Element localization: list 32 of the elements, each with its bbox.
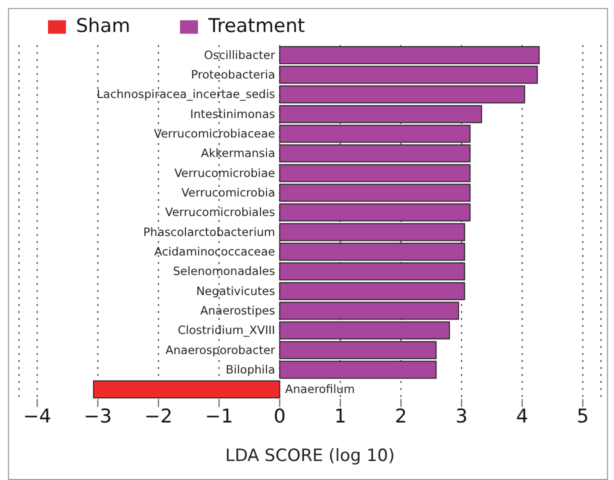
- y-tick-label: Lachnospiracea_incertae_sedis: [96, 87, 276, 102]
- x-tick-label: 3: [456, 405, 468, 428]
- x-tick-label: 4: [516, 405, 528, 428]
- y-tick-label: Verrucomicrobiaceae: [154, 126, 276, 140]
- y-tick-label: Selenomonadales: [172, 264, 276, 278]
- y-tick-label: Verrucomicrobiales: [165, 205, 276, 220]
- x-tick-label: −2: [144, 405, 172, 428]
- x-tick-label: 5: [576, 405, 589, 428]
- x-tick-label: −3: [84, 405, 112, 428]
- y-tick-label: Clostridium_XVIII: [178, 323, 276, 338]
- x-tick-label: −1: [205, 405, 234, 428]
- y-tick-label: Acidaminococcaceae: [154, 244, 276, 258]
- bar: [93, 380, 280, 398]
- y-tick-label: Anaerofilum: [285, 382, 355, 396]
- y-tick-label: Verrucomicrobiae: [174, 166, 276, 180]
- y-tick-label: Bilophila: [226, 362, 276, 376]
- y-tick-label: Proteobacteria: [191, 68, 276, 82]
- y-tick-label: Intestinimonas: [190, 106, 276, 121]
- x-tick-label: −4: [23, 405, 52, 428]
- x-tick-label: 0: [274, 405, 286, 428]
- legend-label: Sham: [76, 15, 130, 37]
- x-tick-label: 2: [394, 405, 407, 428]
- y-tick-label: Akkermansia: [200, 146, 276, 160]
- y-tick-label: Anaerosporobacter: [166, 342, 276, 357]
- x-tick-label: 1: [334, 405, 346, 428]
- y-tick-label: Negativicutes: [196, 284, 276, 298]
- x-axis-title: LDA SCORE (log 10): [225, 446, 395, 466]
- y-tick-label: Oscillibacter: [204, 48, 276, 62]
- y-tick-label: Verrucomicrobia: [181, 186, 276, 200]
- legend-label: Treatment: [208, 15, 305, 37]
- y-tick-label: Phascolarctobacterium: [143, 224, 276, 239]
- y-tick-label: Anaerostipes: [200, 304, 276, 318]
